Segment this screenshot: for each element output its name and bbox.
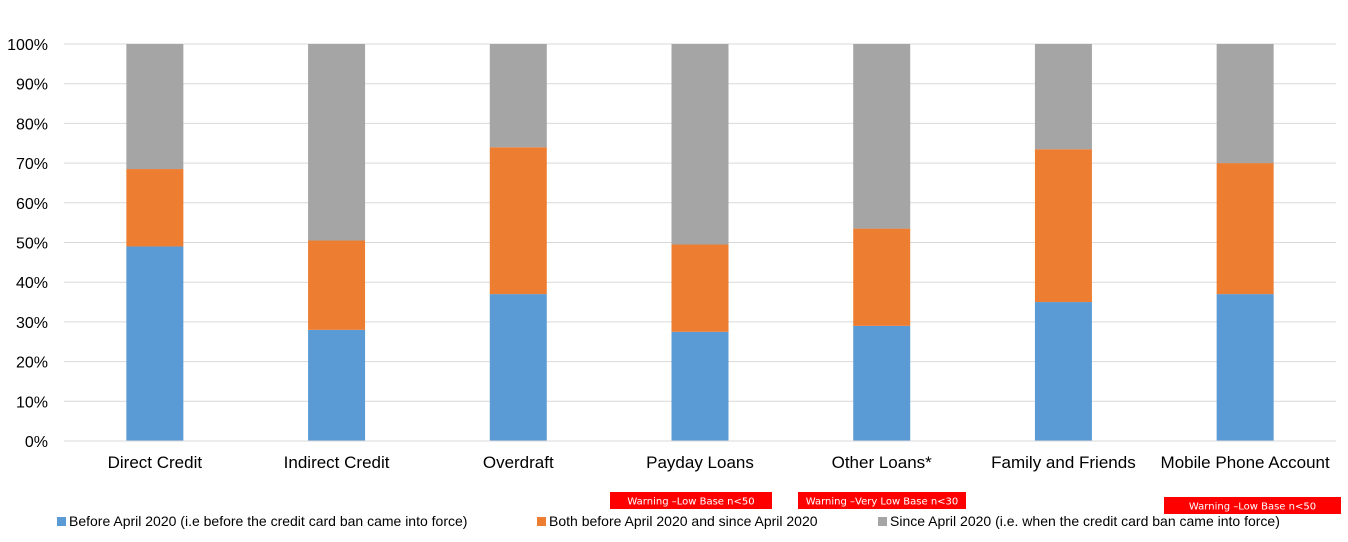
y-tick-label: 100% — [7, 37, 48, 54]
y-tick-label: 40% — [16, 275, 48, 292]
bar-segment — [308, 329, 366, 441]
bar-segment — [671, 244, 729, 332]
bar-segment — [126, 246, 184, 441]
legend-swatch — [57, 517, 66, 526]
bars — [126, 44, 1274, 441]
bar-segment — [489, 44, 547, 148]
x-category-label: Mobile Phone Account — [1161, 453, 1330, 472]
y-tick-label: 60% — [16, 196, 48, 213]
labels: 0% 10% 20% 30% 40% 50% 60% 70% 80% 90% 100% Direct … — [7, 37, 1330, 472]
bar-segment — [308, 240, 366, 330]
bar-segment — [671, 331, 729, 441]
x-category-label: Payday Loans — [646, 453, 754, 472]
legend-swatch — [537, 517, 546, 526]
warnings: Warning –Low Base n<50 Warning –Very Low … — [610, 492, 1341, 514]
y-tick-label: 70% — [16, 156, 48, 173]
bar-segment — [1216, 163, 1274, 295]
bar-segment — [1034, 149, 1092, 303]
warning-badge-bg — [610, 492, 772, 509]
x-category-label: Family and Friends — [991, 453, 1136, 472]
legend: Before April 2020 (i.e before the credit… — [57, 513, 1280, 529]
bar-segment — [308, 44, 366, 241]
warning-text: Warning –Low Base n<50 — [1189, 502, 1316, 513]
warning-badge: Warning –Very Low Base n<30 — [798, 492, 966, 509]
y-tick-label: 50% — [16, 236, 48, 253]
legend-label: Both before April 2020 and since April 2… — [549, 513, 818, 529]
legend-item: Since April 2020 (i.e. when the credit c… — [878, 513, 1280, 529]
y-tick-label: 90% — [16, 77, 48, 94]
y-tick-label: 0% — [25, 434, 48, 451]
warning-text: Warning –Low Base n<50 — [627, 497, 754, 508]
warning-text: Warning –Very Low Base n<30 — [806, 497, 959, 508]
bar-segment — [126, 169, 184, 247]
y-tick-label: 30% — [16, 315, 48, 332]
bar-segment — [1216, 44, 1274, 164]
legend-label: Since April 2020 (i.e. when the credit c… — [890, 513, 1280, 529]
bar-segment — [1216, 294, 1274, 441]
bar-segment — [853, 228, 911, 326]
x-category-label: Indirect Credit — [284, 453, 390, 472]
y-tick-label: 80% — [16, 116, 48, 133]
x-category-label: Other Loans* — [832, 453, 933, 472]
warning-badge: Warning –Low Base n<50 — [610, 492, 772, 509]
x-category-label: Direct Credit — [108, 453, 203, 472]
legend-swatch — [878, 517, 887, 526]
bar-segment — [853, 325, 911, 441]
legend-item: Before April 2020 (i.e before the credit… — [57, 513, 467, 529]
legend-item: Both before April 2020 and since April 2… — [537, 513, 818, 529]
warning-badge-bg — [798, 492, 966, 509]
bar-segment — [671, 44, 729, 245]
bar-segment — [1034, 302, 1092, 441]
bar-segment — [126, 44, 184, 170]
bar-segment — [489, 294, 547, 441]
bar-segment — [1034, 44, 1092, 150]
bar-segment — [489, 147, 547, 295]
warning-badge-bg — [1164, 497, 1341, 514]
y-tick-label: 10% — [16, 394, 48, 411]
bar-segment — [853, 44, 911, 229]
x-category-label: Overdraft — [483, 453, 554, 472]
legend-label: Before April 2020 (i.e before the credit… — [69, 513, 467, 529]
warning-badge: Warning –Low Base n<50 — [1164, 497, 1341, 514]
y-tick-label: 20% — [16, 355, 48, 372]
